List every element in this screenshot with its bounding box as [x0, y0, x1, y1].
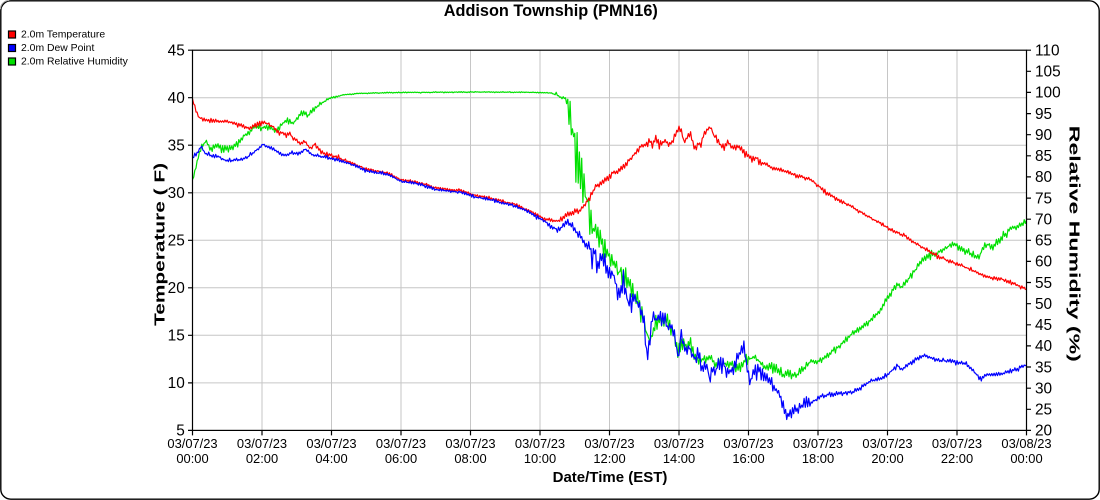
- svg-text:16:00: 16:00: [732, 451, 764, 466]
- svg-text:20:00: 20:00: [871, 451, 903, 466]
- svg-text:03/08/23: 03/08/23: [1001, 436, 1051, 451]
- svg-text:03/07/23: 03/07/23: [793, 436, 843, 451]
- svg-text:60: 60: [1035, 254, 1052, 271]
- svg-text:14:00: 14:00: [663, 451, 695, 466]
- svg-text:03/07/23: 03/07/23: [932, 436, 982, 451]
- svg-text:55: 55: [1035, 275, 1052, 292]
- svg-text:110: 110: [1035, 43, 1060, 60]
- svg-text:100: 100: [1035, 85, 1061, 102]
- svg-text:25: 25: [168, 233, 185, 250]
- svg-text:03/07/23: 03/07/23: [237, 436, 287, 451]
- svg-text:03/07/23: 03/07/23: [723, 436, 773, 451]
- svg-text:2.0m Relative Humidity: 2.0m Relative Humidity: [21, 57, 129, 68]
- svg-text:30: 30: [1035, 381, 1052, 398]
- svg-text:105: 105: [1035, 64, 1061, 81]
- svg-text:75: 75: [1035, 190, 1052, 207]
- svg-text:50: 50: [1035, 296, 1052, 313]
- svg-text:20: 20: [1035, 423, 1052, 440]
- svg-text:65: 65: [1035, 233, 1052, 250]
- svg-text:03/07/23: 03/07/23: [167, 436, 217, 451]
- svg-text:03/07/23: 03/07/23: [445, 436, 495, 451]
- svg-text:20: 20: [168, 280, 185, 297]
- svg-text:35: 35: [168, 138, 185, 155]
- svg-text:30: 30: [168, 185, 185, 202]
- svg-text:70: 70: [1035, 212, 1052, 229]
- svg-text:02:00: 02:00: [246, 451, 278, 466]
- svg-text:90: 90: [1035, 127, 1052, 144]
- svg-text:2.0m Temperature: 2.0m Temperature: [21, 30, 105, 41]
- svg-text:5: 5: [176, 423, 185, 440]
- svg-text:03/07/23: 03/07/23: [654, 436, 704, 451]
- svg-text:35: 35: [1035, 359, 1052, 376]
- svg-text:45: 45: [1035, 317, 1052, 334]
- svg-text:Relative Humidity (%): Relative Humidity (%): [1066, 126, 1083, 362]
- svg-text:Temperature ( F): Temperature ( F): [152, 163, 169, 326]
- svg-text:03/07/23: 03/07/23: [584, 436, 634, 451]
- svg-text:08:00: 08:00: [454, 451, 486, 466]
- svg-text:03/07/23: 03/07/23: [515, 436, 565, 451]
- svg-text:15: 15: [168, 328, 185, 345]
- svg-text:00:00: 00:00: [1010, 451, 1042, 466]
- svg-text:40: 40: [168, 90, 185, 107]
- svg-text:25: 25: [1035, 402, 1052, 419]
- svg-text:04:00: 04:00: [315, 451, 347, 466]
- svg-text:80: 80: [1035, 169, 1052, 186]
- svg-text:Addison Township (PMN16): Addison Township (PMN16): [444, 2, 658, 20]
- svg-text:03/07/23: 03/07/23: [376, 436, 426, 451]
- svg-text:18:00: 18:00: [802, 451, 834, 466]
- svg-text:45: 45: [168, 43, 185, 60]
- svg-text:Date/Time (EST): Date/Time (EST): [553, 469, 668, 486]
- svg-text:06:00: 06:00: [385, 451, 417, 466]
- svg-text:10: 10: [168, 375, 185, 392]
- svg-text:12:00: 12:00: [593, 451, 625, 466]
- svg-text:2.0m Dew Point: 2.0m Dew Point: [21, 43, 94, 54]
- svg-text:03/07/23: 03/07/23: [862, 436, 912, 451]
- svg-text:10:00: 10:00: [524, 451, 556, 466]
- svg-text:40: 40: [1035, 338, 1052, 355]
- svg-text:03/07/23: 03/07/23: [306, 436, 356, 451]
- svg-text:00:00: 00:00: [176, 451, 208, 466]
- svg-text:95: 95: [1035, 106, 1052, 123]
- svg-text:22:00: 22:00: [941, 451, 973, 466]
- svg-text:85: 85: [1035, 148, 1052, 165]
